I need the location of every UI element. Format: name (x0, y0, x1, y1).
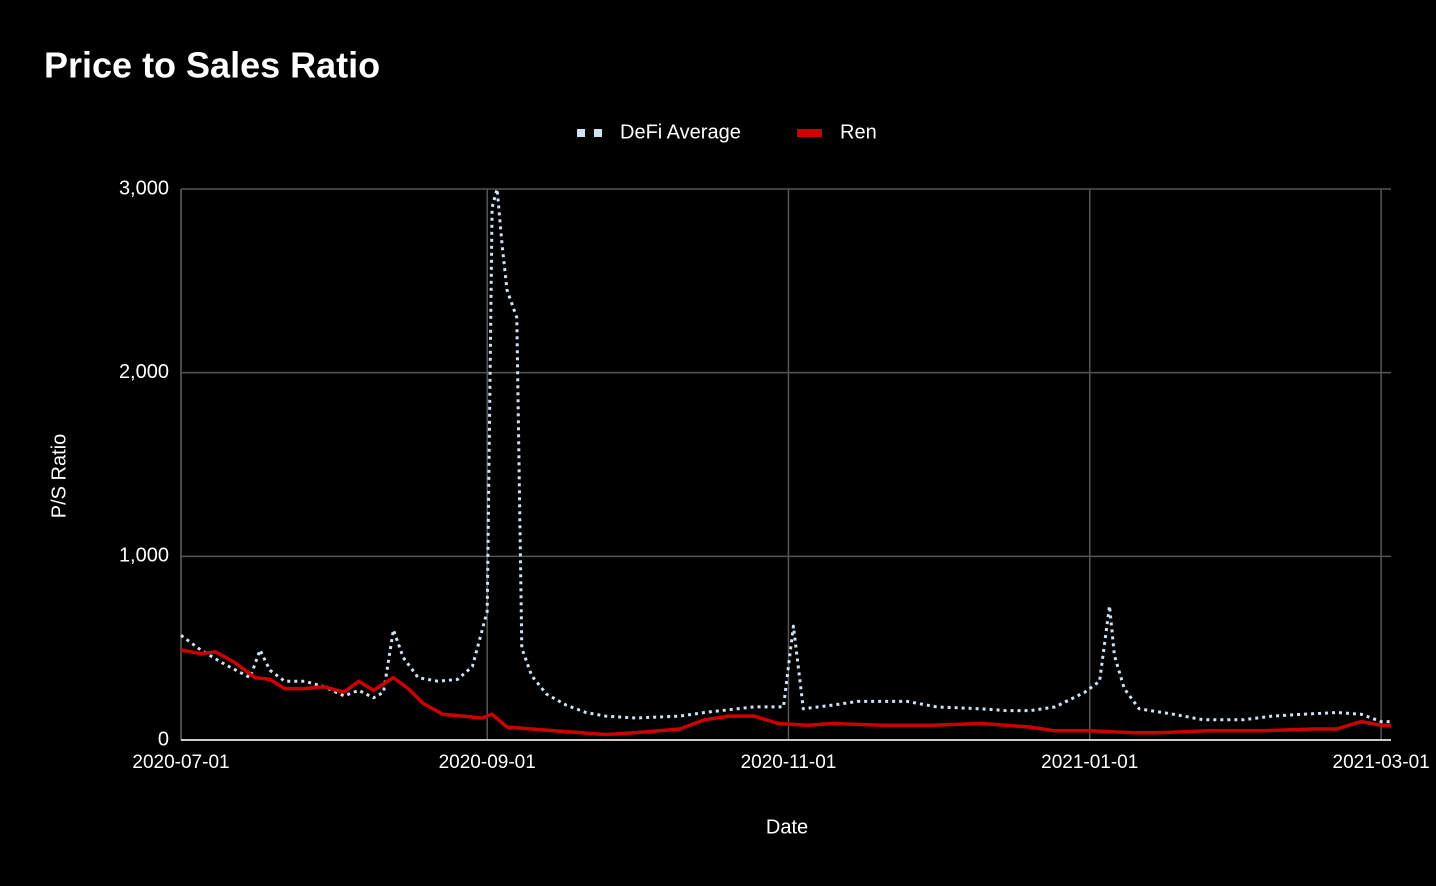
y-tick-label: 3,000 (119, 177, 169, 199)
legend-swatch (797, 129, 822, 137)
x-tick-label: 2020-07-01 (132, 752, 229, 773)
y-axis-label: P/S Ratio (48, 434, 70, 518)
y-tick-label: 2,000 (119, 361, 169, 383)
legend-swatch (577, 129, 585, 137)
x-tick-label: 2021-03-01 (1333, 752, 1430, 773)
legend-label: DeFi Average (620, 121, 741, 143)
legend-swatch (594, 129, 602, 137)
chart-title: Price to Sales Ratio (44, 45, 380, 86)
x-tick-label: 2021-01-01 (1041, 752, 1138, 773)
x-tick-label: 2020-11-01 (741, 752, 837, 773)
x-axis-label: Date (766, 816, 808, 838)
y-tick-label: 0 (158, 728, 169, 750)
series-line (180, 187, 1391, 724)
legend-label: Ren (840, 121, 877, 143)
x-tick-label: 2020-09-01 (439, 752, 536, 773)
y-tick-label: 1,000 (119, 545, 169, 567)
series-line (180, 648, 1391, 737)
